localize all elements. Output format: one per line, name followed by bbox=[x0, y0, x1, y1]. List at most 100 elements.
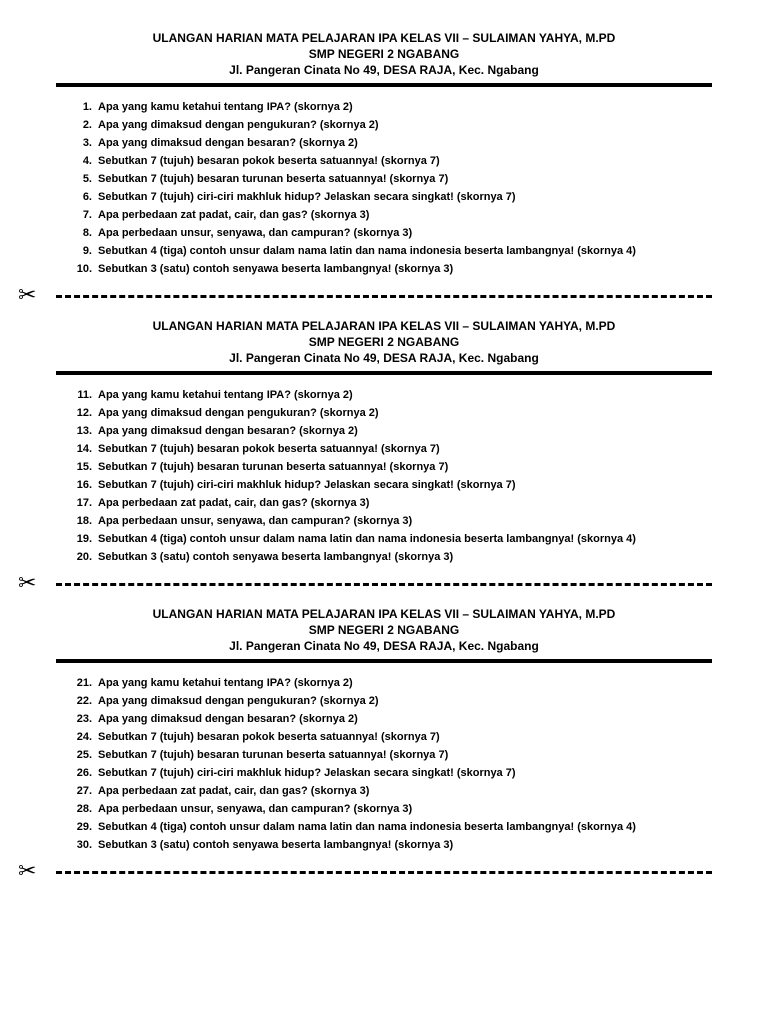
question-item: 13.Apa yang dimaksud dengan besaran? (sk… bbox=[76, 423, 712, 440]
section-header: ULANGAN HARIAN MATA PELAJARAN IPA KELAS … bbox=[56, 318, 712, 367]
question-number: 3. bbox=[76, 135, 98, 152]
question-text: Sebutkan 7 (tujuh) besaran pokok beserta… bbox=[98, 153, 712, 170]
question-text: Sebutkan 7 (tujuh) ciri-ciri makhluk hid… bbox=[98, 189, 712, 206]
scissors-icon: ✂ bbox=[18, 282, 36, 308]
question-item: 14.Sebutkan 7 (tujuh) besaran pokok bese… bbox=[76, 441, 712, 458]
question-number: 2. bbox=[76, 117, 98, 134]
question-text: Sebutkan 3 (satu) contoh senyawa beserta… bbox=[98, 261, 712, 278]
question-number: 24. bbox=[76, 729, 98, 746]
question-number: 16. bbox=[76, 477, 98, 494]
question-number: 8. bbox=[76, 225, 98, 242]
question-item: 30.Sebutkan 3 (satu) contoh senyawa bese… bbox=[76, 837, 712, 854]
title-address: Jl. Pangeran Cinata No 49, DESA RAJA, Ke… bbox=[56, 638, 712, 654]
divider-double bbox=[56, 83, 712, 87]
question-number: 27. bbox=[76, 783, 98, 800]
question-text: Apa perbedaan unsur, senyawa, dan campur… bbox=[98, 513, 712, 530]
dash-rule bbox=[56, 295, 712, 298]
title-main: ULANGAN HARIAN MATA PELAJARAN IPA KELAS … bbox=[56, 30, 712, 46]
question-text: Apa yang dimaksud dengan besaran? (skorn… bbox=[98, 711, 712, 728]
question-number: 28. bbox=[76, 801, 98, 818]
question-item: 3.Apa yang dimaksud dengan besaran? (sko… bbox=[76, 135, 712, 152]
question-number: 13. bbox=[76, 423, 98, 440]
title-main: ULANGAN HARIAN MATA PELAJARAN IPA KELAS … bbox=[56, 318, 712, 334]
question-item: 23.Apa yang dimaksud dengan besaran? (sk… bbox=[76, 711, 712, 728]
question-item: 9.Sebutkan 4 (tiga) contoh unsur dalam n… bbox=[76, 243, 712, 260]
question-item: 27.Apa perbedaan zat padat, cair, dan ga… bbox=[76, 783, 712, 800]
question-item: 7.Apa perbedaan zat padat, cair, dan gas… bbox=[76, 207, 712, 224]
question-text: Sebutkan 7 (tujuh) besaran pokok beserta… bbox=[98, 729, 712, 746]
question-item: 16.Sebutkan 7 (tujuh) ciri-ciri makhluk … bbox=[76, 477, 712, 494]
question-text: Apa yang dimaksud dengan besaran? (skorn… bbox=[98, 423, 712, 440]
question-number: 12. bbox=[76, 405, 98, 422]
question-text: Apa perbedaan unsur, senyawa, dan campur… bbox=[98, 801, 712, 818]
exam-section: ULANGAN HARIAN MATA PELAJARAN IPA KELAS … bbox=[56, 606, 712, 854]
question-item: 29.Sebutkan 4 (tiga) contoh unsur dalam … bbox=[76, 819, 712, 836]
question-item: 11.Apa yang kamu ketahui tentang IPA? (s… bbox=[76, 387, 712, 404]
title-address: Jl. Pangeran Cinata No 49, DESA RAJA, Ke… bbox=[56, 62, 712, 78]
question-item: 20.Sebutkan 3 (satu) contoh senyawa bese… bbox=[76, 549, 712, 566]
divider-double bbox=[56, 659, 712, 663]
question-text: Sebutkan 7 (tujuh) ciri-ciri makhluk hid… bbox=[98, 477, 712, 494]
question-number: 1. bbox=[76, 99, 98, 116]
question-item: 18.Apa perbedaan unsur, senyawa, dan cam… bbox=[76, 513, 712, 530]
question-text: Apa yang kamu ketahui tentang IPA? (skor… bbox=[98, 99, 712, 116]
title-school: SMP NEGERI 2 NGABANG bbox=[56, 334, 712, 350]
question-item: 8.Apa perbedaan unsur, senyawa, dan camp… bbox=[76, 225, 712, 242]
dash-rule bbox=[56, 583, 712, 586]
question-item: 15.Sebutkan 7 (tujuh) besaran turunan be… bbox=[76, 459, 712, 476]
question-number: 11. bbox=[76, 387, 98, 404]
question-item: 22.Apa yang dimaksud dengan pengukuran? … bbox=[76, 693, 712, 710]
question-text: Apa yang dimaksud dengan pengukuran? (sk… bbox=[98, 693, 712, 710]
question-item: 10.Sebutkan 3 (satu) contoh senyawa bese… bbox=[76, 261, 712, 278]
question-text: Apa yang dimaksud dengan pengukuran? (sk… bbox=[98, 405, 712, 422]
question-text: Apa yang dimaksud dengan pengukuran? (sk… bbox=[98, 117, 712, 134]
exam-section: ULANGAN HARIAN MATA PELAJARAN IPA KELAS … bbox=[56, 30, 712, 278]
question-number: 4. bbox=[76, 153, 98, 170]
question-text: Apa perbedaan zat padat, cair, dan gas? … bbox=[98, 207, 712, 224]
question-item: 2.Apa yang dimaksud dengan pengukuran? (… bbox=[76, 117, 712, 134]
question-item: 21.Apa yang kamu ketahui tentang IPA? (s… bbox=[76, 675, 712, 692]
question-number: 5. bbox=[76, 171, 98, 188]
question-item: 17.Apa perbedaan zat padat, cair, dan ga… bbox=[76, 495, 712, 512]
dash-rule bbox=[56, 871, 712, 874]
question-item: 1.Apa yang kamu ketahui tentang IPA? (sk… bbox=[76, 99, 712, 116]
question-number: 17. bbox=[76, 495, 98, 512]
question-number: 30. bbox=[76, 837, 98, 854]
question-number: 29. bbox=[76, 819, 98, 836]
question-text: Sebutkan 7 (tujuh) besaran pokok beserta… bbox=[98, 441, 712, 458]
scissors-icon: ✂ bbox=[18, 570, 36, 596]
question-number: 23. bbox=[76, 711, 98, 728]
question-text: Apa perbedaan zat padat, cair, dan gas? … bbox=[98, 495, 712, 512]
question-number: 18. bbox=[76, 513, 98, 530]
question-text: Apa yang kamu ketahui tentang IPA? (skor… bbox=[98, 675, 712, 692]
section-header: ULANGAN HARIAN MATA PELAJARAN IPA KELAS … bbox=[56, 30, 712, 79]
question-number: 22. bbox=[76, 693, 98, 710]
question-number: 19. bbox=[76, 531, 98, 548]
question-item: 19.Sebutkan 4 (tiga) contoh unsur dalam … bbox=[76, 531, 712, 548]
question-text: Apa perbedaan zat padat, cair, dan gas? … bbox=[98, 783, 712, 800]
question-item: 24.Sebutkan 7 (tujuh) besaran pokok bese… bbox=[76, 729, 712, 746]
exam-section: ULANGAN HARIAN MATA PELAJARAN IPA KELAS … bbox=[56, 318, 712, 566]
question-item: 12.Apa yang dimaksud dengan pengukuran? … bbox=[76, 405, 712, 422]
title-main: ULANGAN HARIAN MATA PELAJARAN IPA KELAS … bbox=[56, 606, 712, 622]
question-number: 26. bbox=[76, 765, 98, 782]
title-address: Jl. Pangeran Cinata No 49, DESA RAJA, Ke… bbox=[56, 350, 712, 366]
question-number: 10. bbox=[76, 261, 98, 278]
question-item: 5.Sebutkan 7 (tujuh) besaran turunan bes… bbox=[76, 171, 712, 188]
question-list: 1.Apa yang kamu ketahui tentang IPA? (sk… bbox=[56, 99, 712, 278]
question-item: 4.Sebutkan 7 (tujuh) besaran pokok beser… bbox=[76, 153, 712, 170]
cut-line: ✂ bbox=[56, 860, 712, 882]
question-list: 11.Apa yang kamu ketahui tentang IPA? (s… bbox=[56, 387, 712, 566]
question-text: Apa perbedaan unsur, senyawa, dan campur… bbox=[98, 225, 712, 242]
question-text: Sebutkan 7 (tujuh) besaran turunan beser… bbox=[98, 747, 712, 764]
question-item: 28.Apa perbedaan unsur, senyawa, dan cam… bbox=[76, 801, 712, 818]
question-number: 15. bbox=[76, 459, 98, 476]
section-header: ULANGAN HARIAN MATA PELAJARAN IPA KELAS … bbox=[56, 606, 712, 655]
question-item: 6.Sebutkan 7 (tujuh) ciri-ciri makhluk h… bbox=[76, 189, 712, 206]
question-number: 14. bbox=[76, 441, 98, 458]
question-text: Sebutkan 7 (tujuh) ciri-ciri makhluk hid… bbox=[98, 765, 712, 782]
question-text: Sebutkan 4 (tiga) contoh unsur dalam nam… bbox=[98, 531, 712, 548]
title-school: SMP NEGERI 2 NGABANG bbox=[56, 622, 712, 638]
question-number: 7. bbox=[76, 207, 98, 224]
scissors-icon: ✂ bbox=[18, 858, 36, 884]
